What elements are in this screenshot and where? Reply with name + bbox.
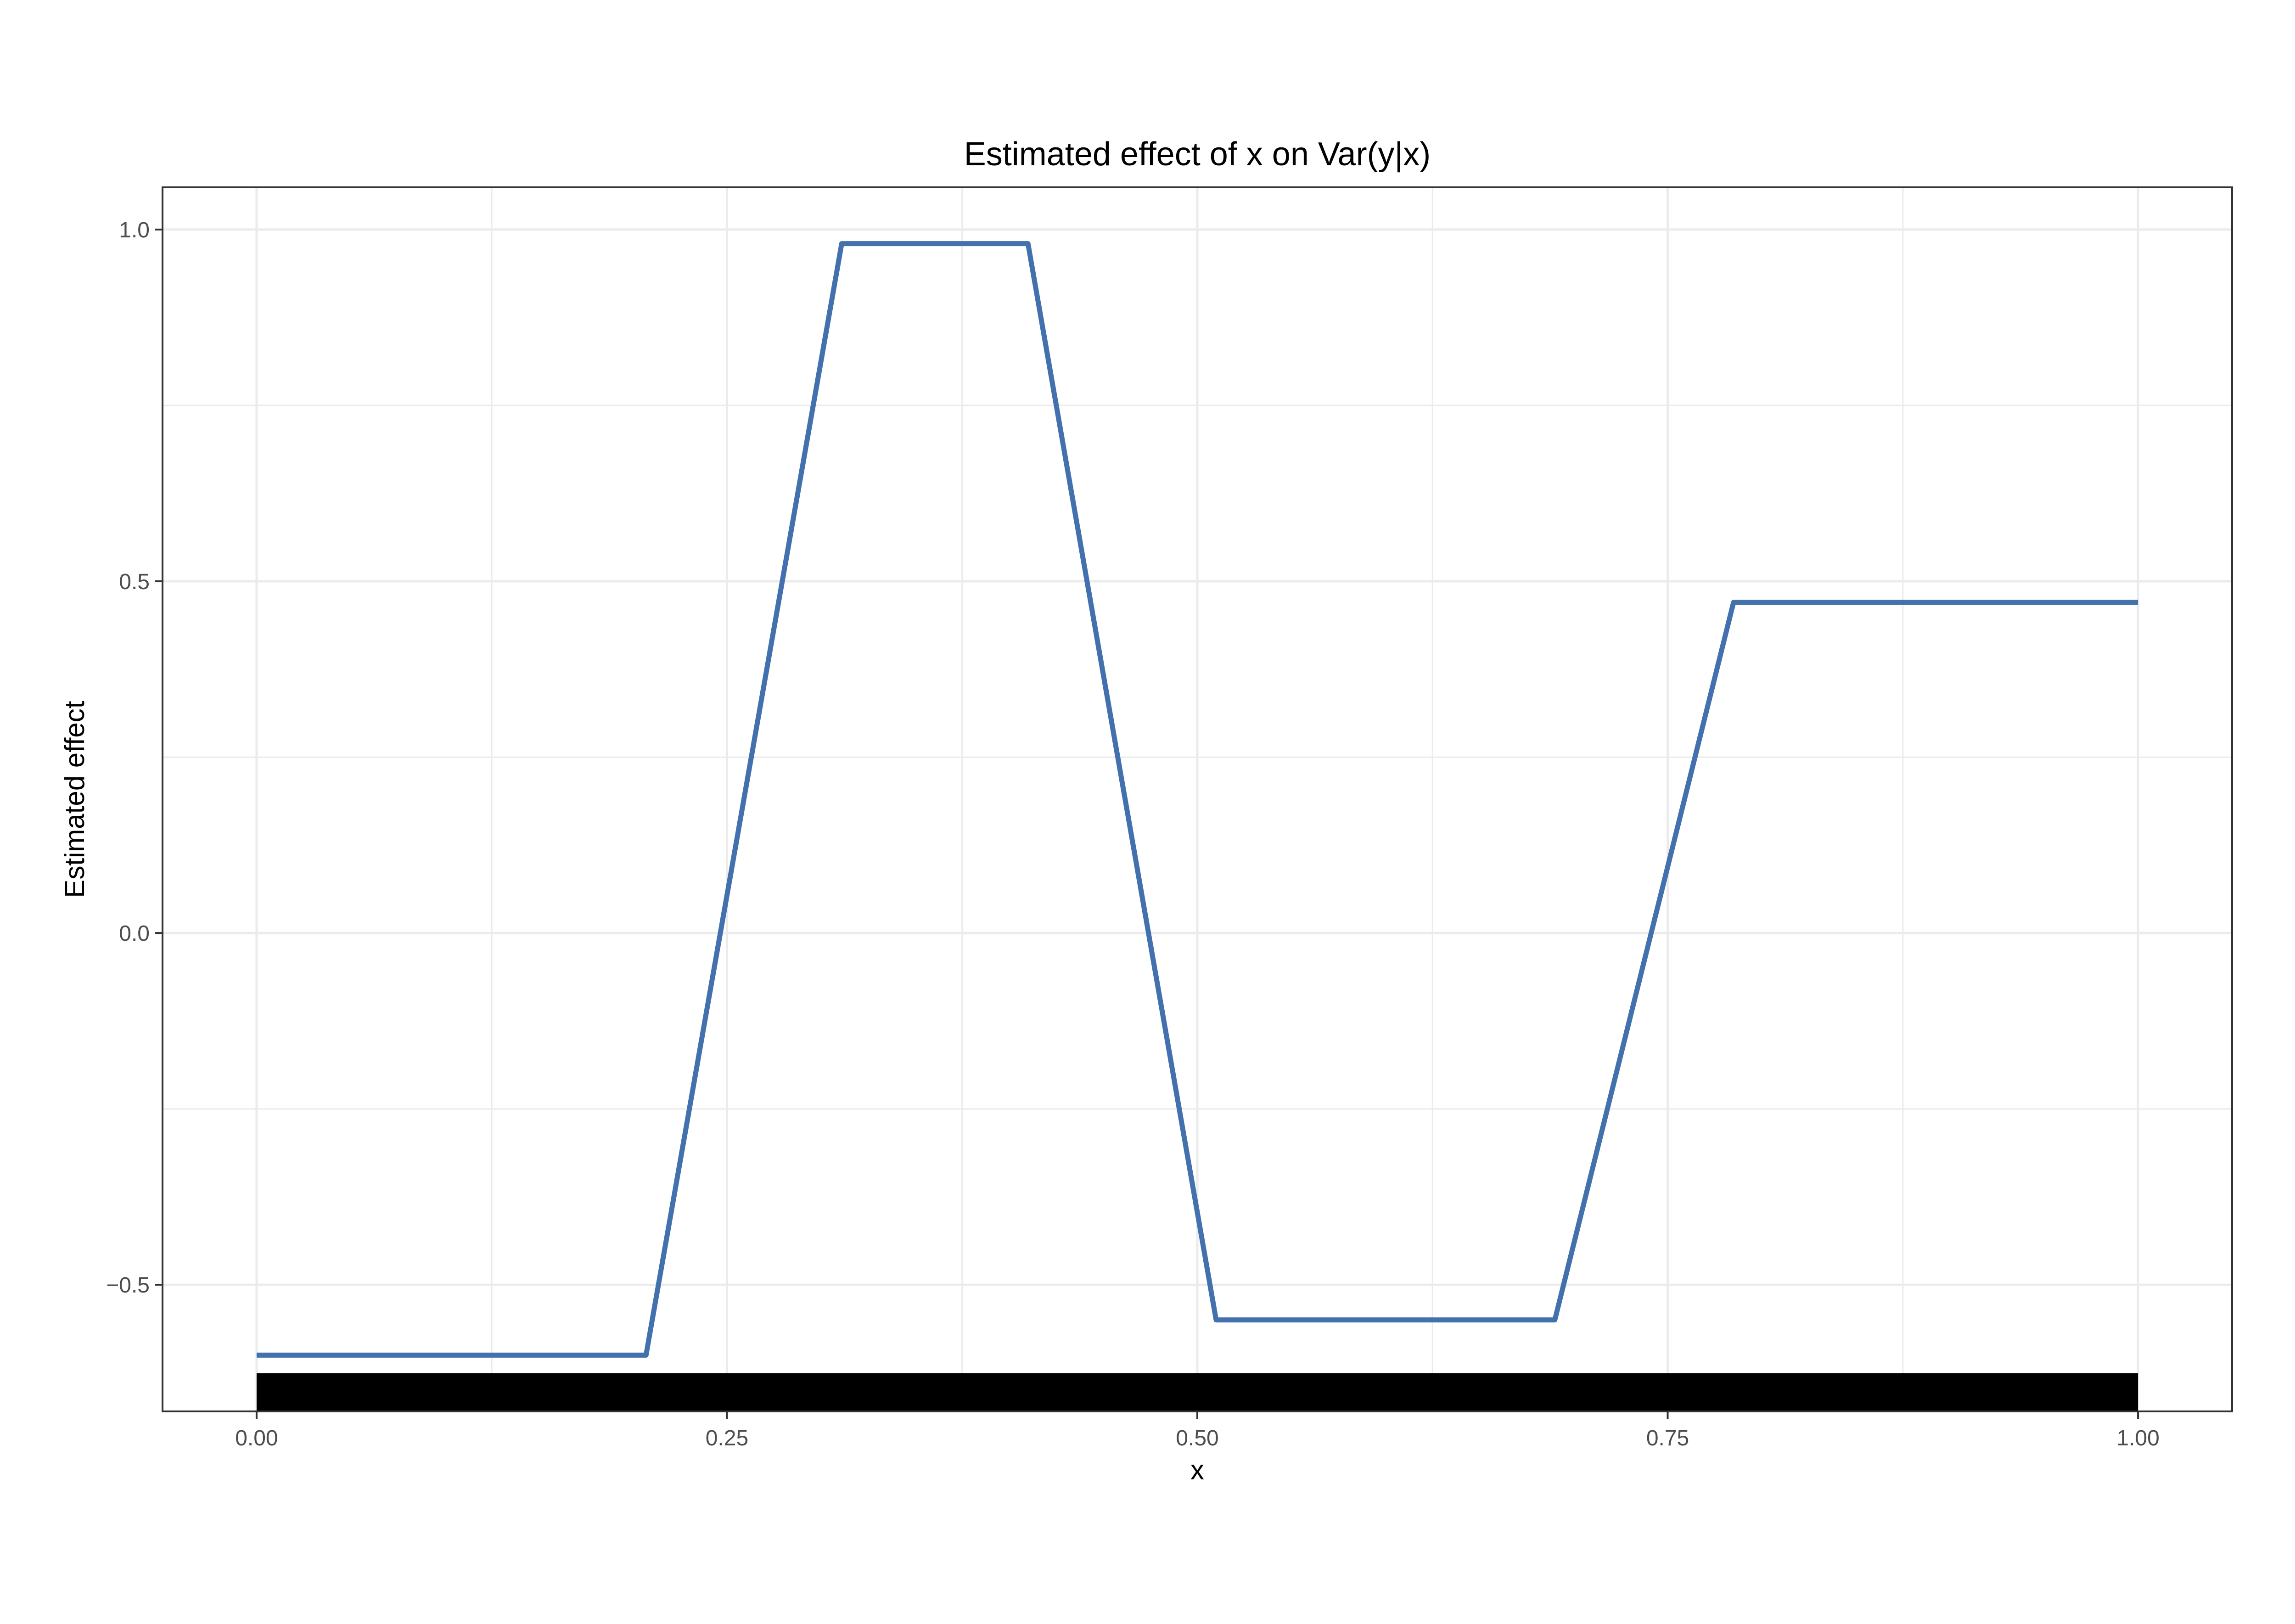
x-axis-title: x bbox=[1190, 1455, 1204, 1485]
y-tick-label: 0.5 bbox=[119, 570, 150, 594]
x-tick-label: 0.25 bbox=[706, 1426, 748, 1450]
chart-title: Estimated effect of x on Var(y|x) bbox=[964, 136, 1431, 173]
x-tick-label: 0.50 bbox=[1176, 1426, 1218, 1450]
y-axis: −0.5 0.0 0.5 1.0 bbox=[106, 218, 163, 1298]
y-axis-title: Estimated effect bbox=[59, 701, 90, 898]
series-layer bbox=[256, 241, 2138, 1358]
x-axis: 0.00 0.25 0.50 0.75 1.00 bbox=[235, 1411, 2160, 1450]
x-tick-label: 0.00 bbox=[235, 1426, 278, 1450]
x-tick-label: 1.00 bbox=[2116, 1426, 2159, 1450]
y-tick-label: 0.0 bbox=[119, 922, 150, 946]
grid-lines bbox=[163, 187, 2232, 1411]
rug-marks bbox=[256, 1373, 2138, 1411]
x-tick-label: 0.75 bbox=[1646, 1426, 1689, 1450]
rug-band bbox=[256, 1373, 2138, 1411]
series-line bbox=[256, 241, 2138, 1358]
y-tick-label: 1.0 bbox=[119, 218, 150, 242]
y-tick-label: −0.5 bbox=[106, 1273, 150, 1298]
